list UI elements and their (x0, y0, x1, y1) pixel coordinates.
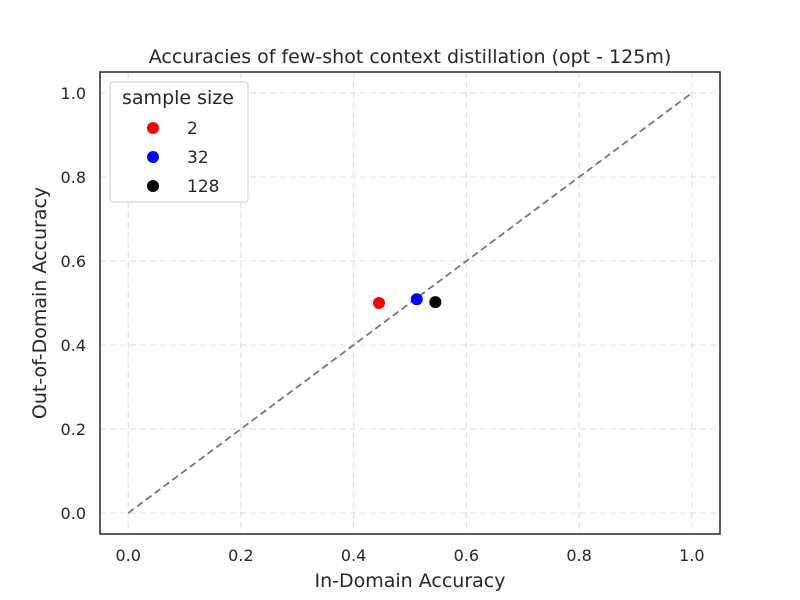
y-tick-label: 0.0 (61, 504, 86, 523)
legend-label-128: 128 (187, 177, 219, 197)
diagonal-reference-line (127, 92, 693, 514)
x-tick-label: 0.6 (454, 546, 479, 565)
data-points (373, 293, 442, 309)
legend-box (109, 81, 249, 203)
y-tick-label: 0.4 (61, 336, 86, 355)
x-tick-label: 0.8 (566, 546, 591, 565)
chart-title: Accuracies of few-shot context distillat… (149, 46, 672, 68)
data-point-128 (429, 296, 442, 309)
data-point-2 (373, 297, 385, 309)
legend-marker-128 (147, 180, 159, 192)
legend-marker-2 (147, 122, 159, 134)
plot-frame (99, 71, 721, 535)
legend-label-32: 32 (187, 148, 209, 168)
y-axis-label: Out-of-Domain Accuracy (29, 187, 51, 419)
legend: sample size 2 32 128 (109, 81, 249, 203)
data-point-32 (410, 293, 423, 306)
y-tick-label: 0.8 (61, 168, 86, 187)
reference-line-group (127, 92, 693, 514)
x-tick-label: 0.4 (341, 546, 366, 565)
x-axis-label: In-Domain Accuracy (314, 570, 505, 592)
legend-marker-32 (147, 151, 159, 163)
x-tick-label: 0.2 (228, 546, 253, 565)
legend-title: sample size (122, 87, 234, 109)
y-tick-label: 0.2 (61, 420, 86, 439)
tick-labels: 0.0 0.2 0.4 0.6 0.8 1.0 0.0 0.2 0.4 0.6 0.8 1.0 (61, 84, 705, 565)
y-tick-label: 0.6 (61, 252, 86, 271)
grid (100, 72, 720, 534)
x-tick-label: 1.0 (679, 546, 704, 565)
x-tick-label: 0.0 (115, 546, 140, 565)
y-tick-label: 1.0 (61, 84, 86, 103)
legend-label-2: 2 (187, 119, 198, 139)
